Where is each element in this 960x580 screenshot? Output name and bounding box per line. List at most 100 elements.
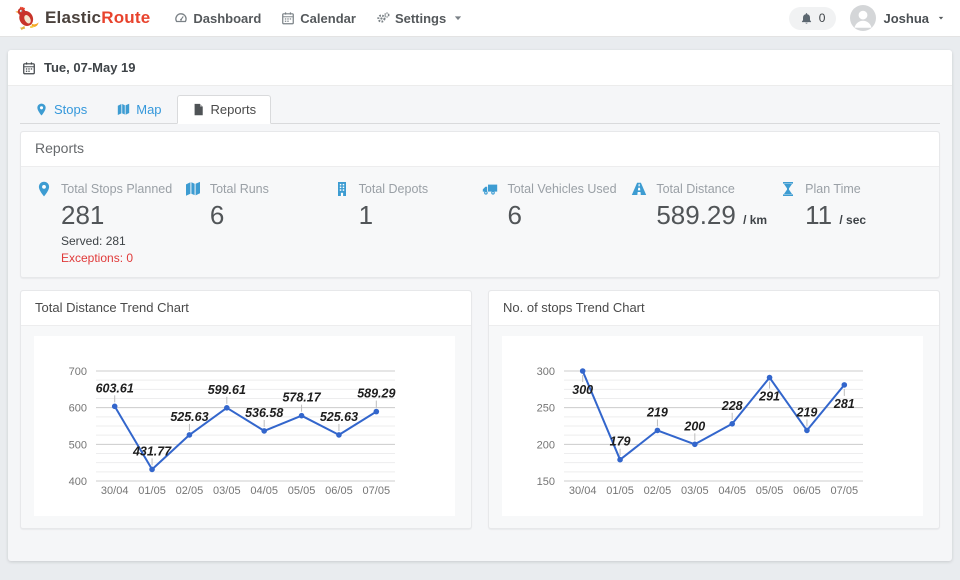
tab-bar: Stops Map Reports xyxy=(20,95,940,124)
stat-label: Plan Time xyxy=(805,182,861,196)
notification-count: 0 xyxy=(818,11,826,25)
stat-head: Total Distance xyxy=(631,181,780,197)
nav-item-label: Dashboard xyxy=(193,10,262,26)
svg-text:03/05: 03/05 xyxy=(213,485,241,497)
tab-label: Map xyxy=(136,102,162,117)
chart-card-body: 400 500 600 700 30/04 01/05 02/05 03/05 04/05 05/… xyxy=(21,326,471,528)
stat-total-stops-planned: Total Stops Planned 281 Served: 281 Excepti… xyxy=(36,181,185,265)
brand-logo[interactable]: ElasticRoute xyxy=(14,5,150,31)
total-distance-line-chart: 400 500 600 700 30/04 01/05 02/05 03/05 04/05 05/… xyxy=(34,336,455,516)
svg-text:281: 281 xyxy=(833,397,855,411)
svg-text:02/05: 02/05 xyxy=(176,485,204,497)
dashboard-icon xyxy=(174,11,188,25)
rooster-logo-icon xyxy=(14,5,40,31)
map-marker-icon xyxy=(36,181,52,197)
map-icon xyxy=(185,181,201,197)
stat-head: Plan Time xyxy=(780,181,929,197)
svg-text:219: 219 xyxy=(796,405,818,419)
svg-text:01/05: 01/05 xyxy=(138,485,166,497)
tab-map[interactable]: Map xyxy=(102,95,176,124)
stat-value: 281 xyxy=(61,200,105,230)
stat-head: Total Runs xyxy=(185,181,334,197)
notifications-button[interactable]: 0 xyxy=(788,6,837,30)
svg-text:525.63: 525.63 xyxy=(320,410,358,424)
svg-text:228: 228 xyxy=(721,399,743,413)
stat-value: 589.29 / km xyxy=(656,200,768,230)
svg-text:06/05: 06/05 xyxy=(793,485,821,497)
stat-plan-time: Plan Time 11 / sec xyxy=(780,181,929,265)
svg-text:04/05: 04/05 xyxy=(718,485,746,497)
svg-text:200: 200 xyxy=(683,419,705,433)
tab-label: Stops xyxy=(54,102,88,117)
svg-text:525.63: 525.63 xyxy=(170,410,208,424)
nav-item-dashboard[interactable]: Dashboard xyxy=(164,11,271,26)
svg-text:219: 219 xyxy=(646,405,668,419)
svg-text:179: 179 xyxy=(610,435,631,449)
svg-text:603.61: 603.61 xyxy=(96,381,134,395)
svg-text:07/05: 07/05 xyxy=(831,485,859,497)
stat-label: Total Distance xyxy=(656,182,735,196)
stat-total-depots: Total Depots 1 xyxy=(334,181,483,265)
user-name: Joshua xyxy=(883,10,929,26)
svg-text:578.17: 578.17 xyxy=(282,391,321,405)
svg-text:431.77: 431.77 xyxy=(132,444,172,458)
stops-line-chart: 150 200 250 300 30/04 01/05 02/05 03/05 04/05 05/… xyxy=(502,336,923,516)
nav-item-settings[interactable]: Settings xyxy=(366,11,475,26)
svg-text:06/05: 06/05 xyxy=(325,485,353,497)
bell-icon xyxy=(800,12,813,25)
svg-text:300: 300 xyxy=(537,366,555,378)
stops-chart-card: No. of stops Trend Chart 150 200 250 300 30/… xyxy=(488,290,940,529)
gears-icon xyxy=(376,11,390,25)
top-navbar: ElasticRoute Dashboard Calendar Settings… xyxy=(0,0,960,37)
svg-text:250: 250 xyxy=(537,403,555,415)
svg-text:589.29: 589.29 xyxy=(357,387,395,401)
svg-text:200: 200 xyxy=(537,439,555,451)
svg-text:700: 700 xyxy=(69,366,87,378)
nav-item-label: Calendar xyxy=(300,10,356,26)
reports-card-header: Reports xyxy=(21,132,939,167)
stat-value: 11 / sec xyxy=(805,200,867,230)
total-distance-chart-card: Total Distance Trend Chart 400 500 600 700 3… xyxy=(20,290,472,529)
stat-body: 589.29 / km xyxy=(631,200,780,231)
map-icon xyxy=(117,103,130,116)
nav-item-label: Settings xyxy=(394,10,447,26)
svg-text:150: 150 xyxy=(537,476,555,488)
line-chart-canvas: 400 500 600 700 30/04 01/05 02/05 03/05 04/05 05/… xyxy=(69,366,396,497)
stat-unit: / sec xyxy=(839,213,867,227)
current-date: Tue, 07-May 19 xyxy=(44,60,136,75)
svg-text:07/05: 07/05 xyxy=(363,485,391,497)
stat-head: Total Stops Planned xyxy=(36,181,185,197)
svg-text:400: 400 xyxy=(69,476,87,488)
stat-body: 281 Served: 281 Exceptions: 0 xyxy=(36,200,185,265)
stat-total-runs: Total Runs 6 xyxy=(185,181,334,265)
nav-item-calendar[interactable]: Calendar xyxy=(271,11,366,26)
stat-subtext: Served: 281 xyxy=(61,234,126,248)
tab-reports[interactable]: Reports xyxy=(176,95,272,124)
stat-label: Total Vehicles Used xyxy=(507,182,617,196)
chart-title: Total Distance Trend Chart xyxy=(35,300,189,315)
calendar-icon xyxy=(22,61,36,75)
stat-head: Total Vehicles Used xyxy=(482,181,631,197)
tab-stops[interactable]: Stops xyxy=(20,95,102,124)
stat-body: 11 / sec xyxy=(780,200,929,231)
stats-row: Total Stops Planned 281 Served: 281 Excepti… xyxy=(21,167,939,277)
brand-title: ElasticRoute xyxy=(45,8,151,27)
svg-text:03/05: 03/05 xyxy=(681,485,709,497)
svg-text:30/04: 30/04 xyxy=(101,485,129,497)
user-menu[interactable]: Joshua xyxy=(850,5,946,31)
stat-value: 6 xyxy=(507,200,522,230)
stat-body: 6 xyxy=(185,200,334,231)
stat-body: 6 xyxy=(482,200,631,231)
stat-unit: / km xyxy=(743,213,768,227)
calendar-icon xyxy=(281,11,295,25)
truck-icon xyxy=(482,181,498,197)
stat-subtext: Exceptions: 0 xyxy=(61,251,134,265)
svg-text:01/05: 01/05 xyxy=(606,485,634,497)
charts-row: Total Distance Trend Chart 400 500 600 700 3… xyxy=(20,290,940,529)
stat-label: Total Depots xyxy=(358,182,429,196)
svg-text:291: 291 xyxy=(758,390,780,404)
caret-down-icon xyxy=(936,13,946,23)
svg-text:599.61: 599.61 xyxy=(208,383,246,397)
hourglass-icon xyxy=(780,181,796,197)
chart-card-header: No. of stops Trend Chart xyxy=(489,291,939,326)
